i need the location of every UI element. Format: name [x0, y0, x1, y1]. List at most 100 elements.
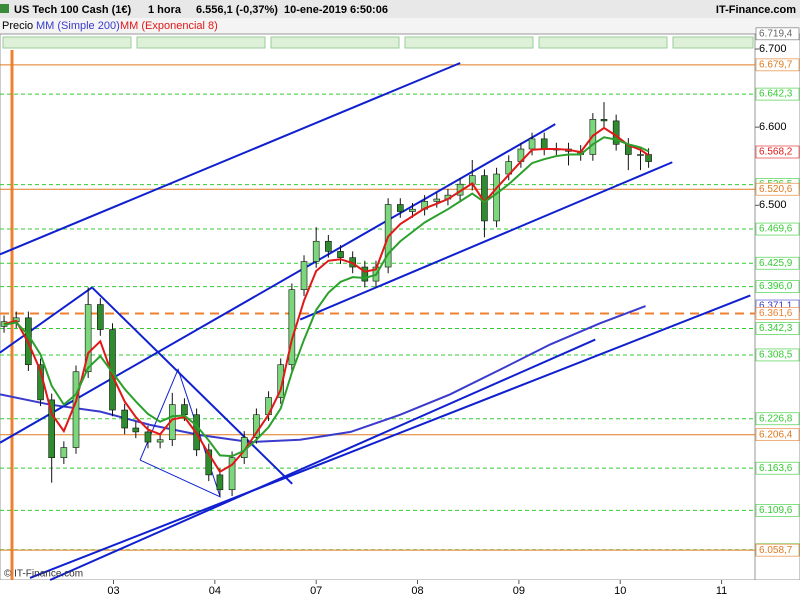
y-tick-label: 6.500	[759, 199, 787, 211]
candle-body	[433, 198, 441, 202]
ma-line	[3, 126, 650, 474]
level-label-box	[755, 307, 800, 320]
plot-area	[0, 33, 756, 581]
brand: IT-Finance.com	[716, 4, 796, 16]
candle-body	[325, 240, 332, 252]
candle-body	[300, 261, 308, 290]
level-label: 6.371,1	[759, 301, 793, 312]
level-label: 6.361,6	[759, 308, 793, 319]
candle-body	[600, 119, 608, 122]
level-label: 6.109,6	[759, 505, 793, 516]
candle-body	[48, 399, 55, 459]
trendline	[0, 123, 556, 444]
y-tick-label: 6.700	[759, 43, 787, 55]
legend-bar	[0, 18, 800, 34]
plot	[0, 62, 755, 581]
level-label-box	[755, 27, 800, 41]
candle-body	[132, 427, 140, 433]
level-label: 6.642,3	[759, 89, 793, 100]
header-bar	[0, 0, 800, 18]
instrument: US Tech 100 Cash (1€)	[14, 4, 132, 16]
level-label: 6.396,0	[759, 281, 793, 292]
level-label: 6.163,6	[759, 463, 793, 474]
candle-body	[97, 304, 104, 330]
trendline	[0, 286, 93, 354]
candle-body	[397, 204, 404, 212]
candle-body	[72, 371, 80, 448]
candle-body	[205, 449, 213, 476]
datetime: 10-ene-2019 6:50:06	[284, 4, 388, 16]
legend-price: Precio	[2, 20, 33, 32]
ma-line	[3, 136, 650, 458]
candle-body	[156, 439, 164, 443]
trendline	[49, 338, 596, 581]
x-tick-label: 04	[209, 585, 221, 597]
level-label-box	[755, 222, 800, 236]
ad-row	[2, 36, 754, 49]
level-label-box	[755, 87, 800, 101]
level-label-box	[755, 461, 800, 475]
level-label: 6.226,8	[759, 413, 793, 424]
level-label-box	[755, 256, 800, 270]
candle-body	[361, 266, 369, 282]
level-label: 6.568,2	[759, 147, 793, 158]
level-label: 6.679,7	[759, 60, 793, 71]
level-label-box	[755, 182, 800, 196]
trendline	[91, 286, 293, 485]
candle-body	[181, 404, 188, 416]
level-label-box	[755, 58, 800, 72]
legend-sma: MM (Simple 200)	[36, 20, 120, 32]
ma-line	[0, 305, 646, 444]
trendline	[29, 294, 751, 579]
logo	[0, 4, 9, 13]
level-label: 6.719,4	[759, 28, 793, 39]
candle-body	[228, 457, 236, 491]
x-tick-label: 10	[614, 585, 626, 597]
level-label: 6.206,4	[759, 429, 793, 440]
candle-body	[312, 240, 320, 262]
level-label-box	[755, 428, 800, 442]
level-label-box	[755, 348, 800, 362]
time-axis	[0, 580, 800, 600]
level-label-box	[755, 322, 800, 335]
candle-body	[144, 431, 152, 443]
trendline	[299, 161, 673, 321]
x-tick-label: 11	[716, 585, 727, 597]
level-label: 6.308,5	[759, 350, 793, 361]
y-tick-label: 6.600	[759, 121, 787, 133]
level-label-box	[755, 145, 800, 159]
candle-body	[60, 447, 68, 459]
candle-body	[645, 154, 652, 162]
candle-body	[277, 364, 285, 398]
legend-ema: MM (Exponencial 8)	[120, 20, 218, 32]
candle-body	[253, 414, 260, 438]
candle-body	[612, 120, 620, 145]
candle-body	[337, 251, 344, 258]
x-tick-label: 08	[411, 585, 423, 597]
x-tick-label: 07	[310, 585, 322, 597]
footer: © IT-Finance.com	[4, 569, 83, 580]
level-label: 6.058,7	[759, 545, 793, 556]
level-label-box	[755, 412, 800, 426]
candle-body	[493, 173, 500, 222]
level-label: 6.469,6	[759, 224, 793, 235]
level-label-box	[755, 280, 800, 293]
candle-body	[84, 304, 92, 373]
level-label-box	[755, 504, 800, 517]
level-label-box	[755, 543, 800, 557]
x-tick-label: 09	[513, 585, 525, 597]
trendline	[0, 62, 461, 256]
last-price: 6.556,1 (-0,37%)	[196, 4, 278, 16]
level-label: 6.342,3	[759, 323, 793, 334]
candle-body	[409, 208, 416, 212]
candle-body	[637, 154, 644, 156]
x-tick-label: 03	[107, 585, 119, 597]
level-label: 6.520,6	[759, 184, 793, 195]
candle-body	[528, 138, 536, 150]
candle-body	[540, 138, 548, 150]
timeframe: 1 hora	[148, 4, 182, 16]
level-label: 6.425,9	[759, 258, 793, 269]
candle-body	[121, 409, 128, 429]
candle-body	[216, 474, 224, 491]
